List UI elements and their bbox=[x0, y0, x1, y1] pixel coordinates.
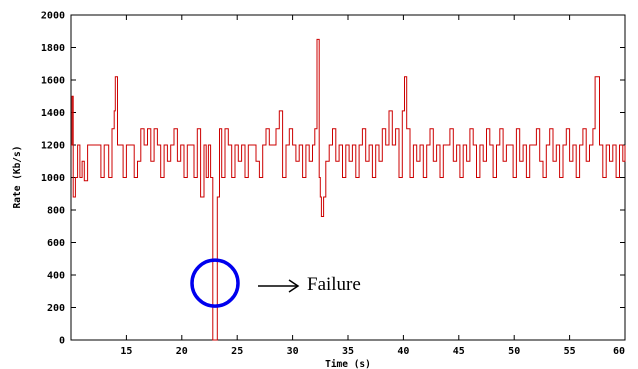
x-tick-label: 60 bbox=[613, 346, 625, 357]
y-tick-label: 1600 bbox=[41, 76, 65, 87]
y-tick-label: 1200 bbox=[41, 141, 65, 152]
x-tick-label: 55 bbox=[564, 346, 576, 357]
failure-marker bbox=[190, 258, 240, 308]
y-tick-label: 2000 bbox=[41, 11, 65, 22]
y-tick-label: 800 bbox=[47, 206, 65, 217]
x-tick-label: 25 bbox=[231, 346, 243, 357]
y-tick-label: 400 bbox=[47, 271, 65, 282]
y-tick-label: 1400 bbox=[41, 108, 65, 119]
x-axis: 15 20 25 30 35 40 45 50 55 60 bbox=[120, 15, 626, 357]
x-tick-label: 20 bbox=[176, 346, 188, 357]
y-tick-label: 600 bbox=[47, 238, 65, 249]
y-axis: 0 200 400 600 800 1000 1200 1400 1600 1800 2000 bbox=[41, 11, 625, 347]
x-tick-label: 35 bbox=[342, 346, 354, 357]
y-tick-label: 1800 bbox=[41, 43, 65, 54]
x-tick-label: 50 bbox=[508, 346, 520, 357]
failure-arrow bbox=[258, 279, 300, 293]
x-axis-title: Time (s) bbox=[325, 359, 371, 369]
failure-label: Failure bbox=[307, 274, 361, 295]
x-tick-label: 40 bbox=[397, 346, 409, 357]
y-tick-label: 1000 bbox=[41, 173, 65, 184]
x-tick-label: 15 bbox=[120, 346, 132, 357]
x-tick-label: 30 bbox=[287, 346, 299, 357]
y-axis-title: Rate (Kb/s) bbox=[12, 146, 23, 209]
y-tick-label: 200 bbox=[47, 303, 65, 314]
x-tick-label: 45 bbox=[453, 346, 465, 357]
rate-series-line bbox=[71, 38, 626, 341]
y-tick-label: 0 bbox=[59, 336, 65, 347]
